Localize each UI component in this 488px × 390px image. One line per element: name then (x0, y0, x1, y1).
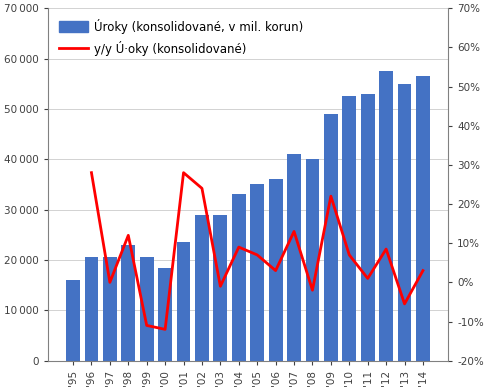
Bar (195, 215, 209, 361)
Bar (66, 280, 80, 361)
Bar (250, 184, 264, 361)
Bar (158, 268, 172, 361)
Bar (343, 96, 356, 361)
Bar (122, 245, 135, 361)
Bar (398, 84, 411, 361)
Bar (269, 179, 283, 361)
Bar (177, 242, 190, 361)
Bar (416, 76, 430, 361)
Bar (324, 114, 338, 361)
Bar (305, 159, 319, 361)
Bar (84, 257, 99, 361)
Bar (379, 71, 393, 361)
Bar (140, 257, 154, 361)
Bar (103, 257, 117, 361)
Bar (287, 154, 301, 361)
Bar (361, 94, 375, 361)
Legend: Úroky (konsolidované, v mil. korun), y/y Ú·oky (konsolidované): Úroky (konsolidované, v mil. korun), y/y… (54, 14, 308, 60)
Bar (213, 215, 227, 361)
Bar (232, 195, 245, 361)
